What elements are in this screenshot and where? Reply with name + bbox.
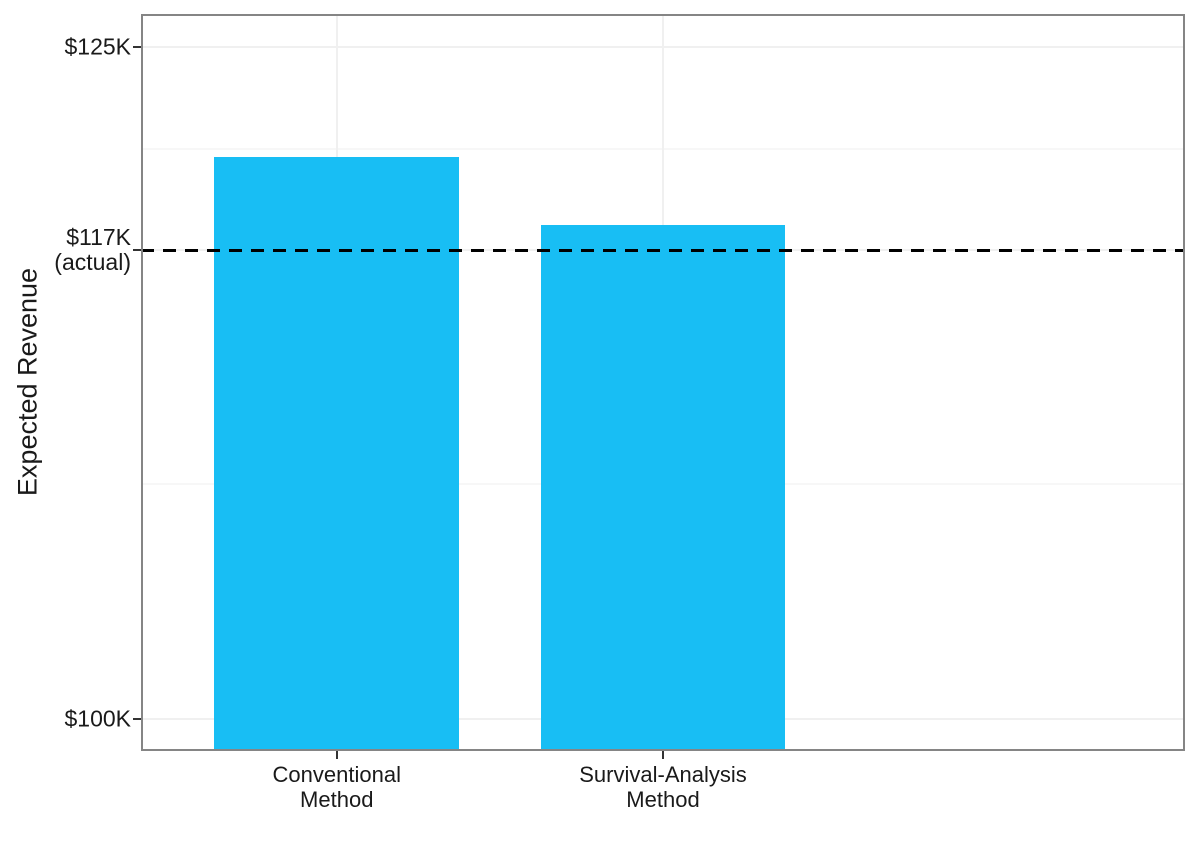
plot-panel [141,14,1185,751]
x-axis-category-label: Conventional Method [272,762,401,812]
actual-revenue-reference-line [141,248,1185,252]
y-tick-mark [133,46,141,49]
y-tick-label: $100K [64,705,131,732]
bar-conventional-method [214,157,460,751]
y-tick-label: $125K [64,33,131,60]
bar-survival-analysis-method [540,224,786,751]
y-axis-title: Expected Revenue [12,267,43,497]
y-tick-mark [133,717,141,720]
y-tick-mark [133,249,141,252]
x-tick-mark [335,751,338,759]
x-tick-mark [662,751,664,759]
x-axis-category-label: Survival-Analysis Method [579,762,747,812]
y-tick-label: $117K (actual) [54,224,131,276]
